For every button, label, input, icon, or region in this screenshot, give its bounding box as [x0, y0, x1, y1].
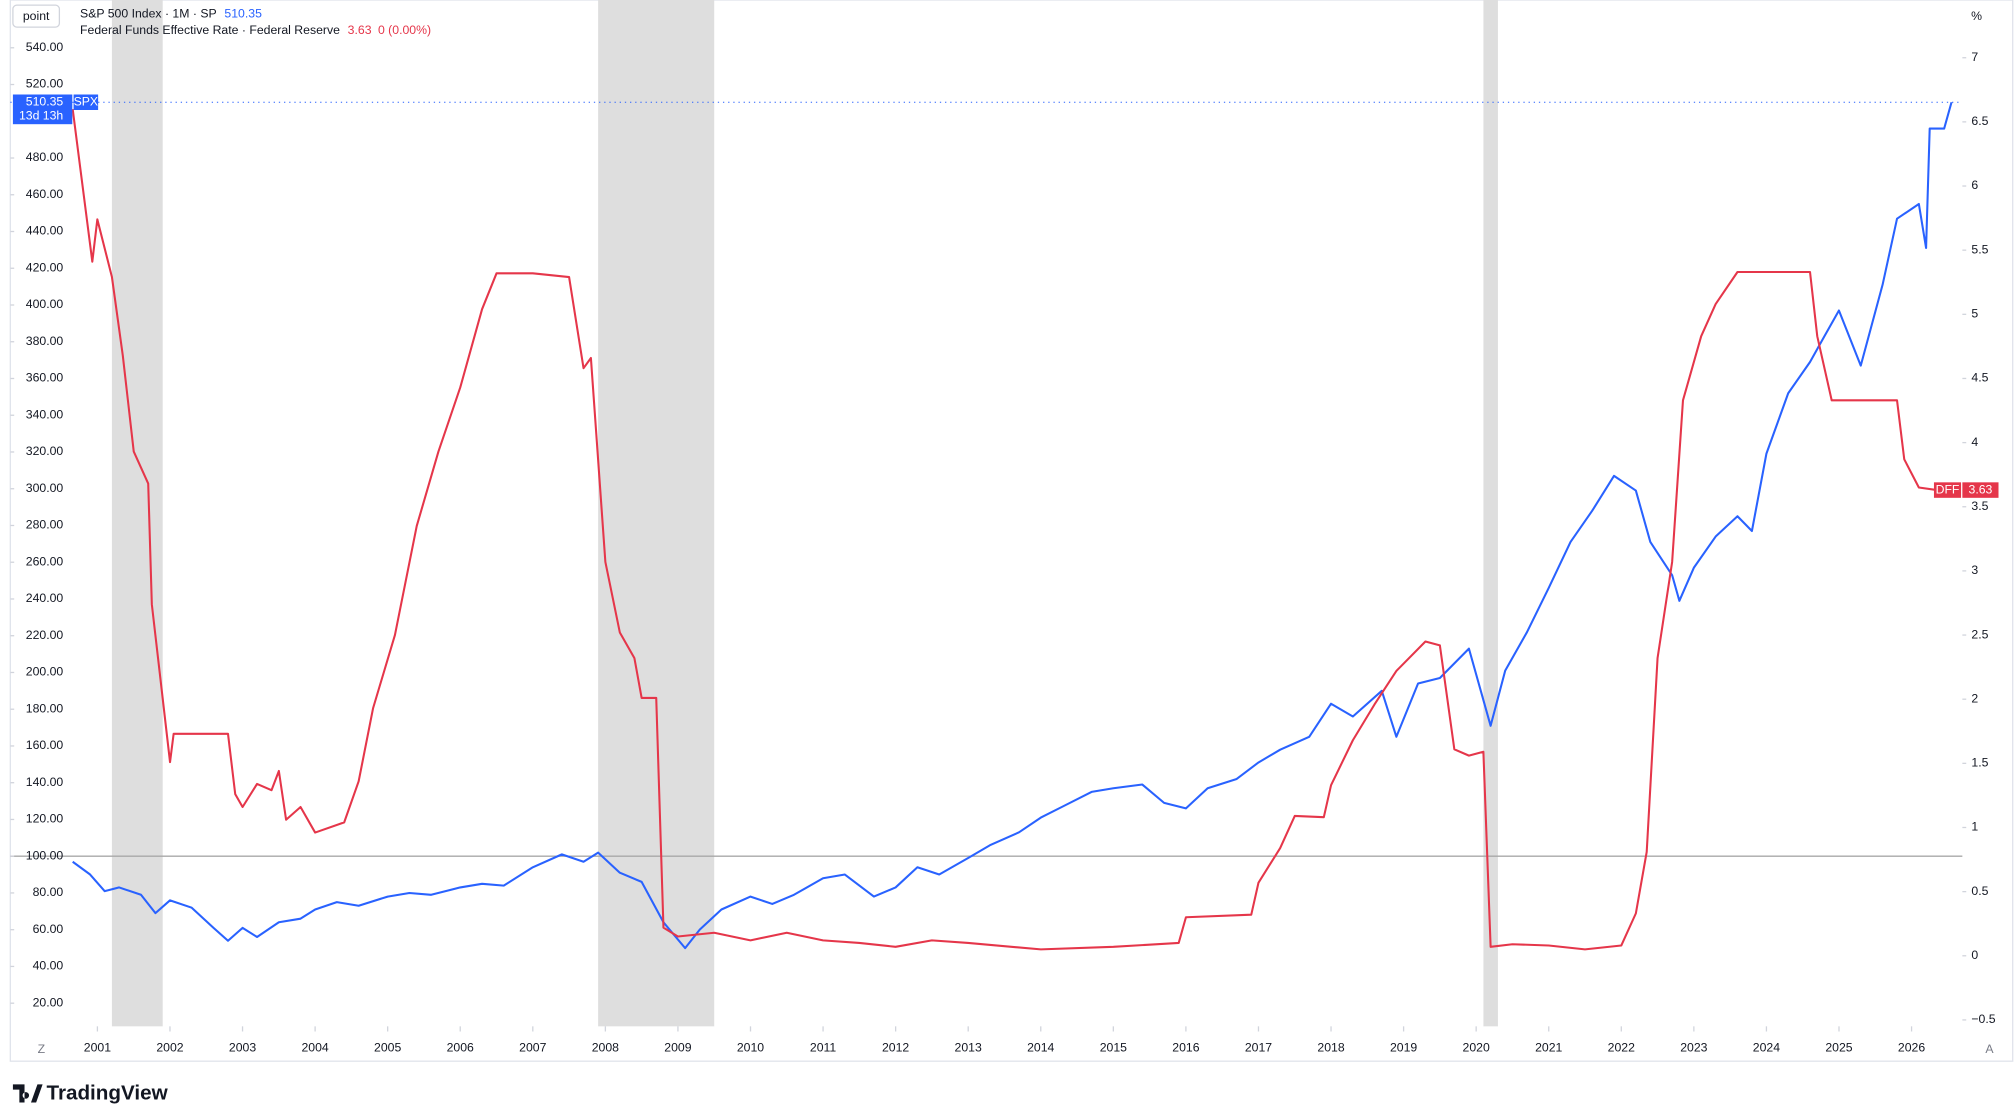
y2-tick-label: 6 — [1971, 178, 1978, 192]
y-tick-label: 340.00 — [26, 407, 64, 421]
legend-entry[interactable]: S&P 500 Index · 1M · SP — [80, 6, 217, 20]
y-tick-label: 540.00 — [26, 40, 64, 54]
shaded-range — [1483, 0, 1498, 1027]
y2-tick-label: 2.5 — [1971, 627, 1988, 641]
x-tick-label: 2011 — [810, 1041, 837, 1055]
unit-left: point — [23, 9, 50, 23]
y-tick-label: 280.00 — [26, 518, 64, 532]
y2-tick-label: 7 — [1971, 50, 1978, 64]
x-tick-label: 2010 — [737, 1041, 764, 1055]
x-tick-label: 2016 — [1172, 1041, 1199, 1055]
y2-tick-label: 1 — [1971, 820, 1978, 834]
x-tick-label: 2026 — [1898, 1041, 1925, 1055]
y2-tick-label: 2 — [1971, 691, 1978, 705]
zoom-button[interactable]: Z — [38, 1042, 46, 1056]
x-tick-label: 2006 — [447, 1041, 474, 1055]
x-tick-label: 2025 — [1825, 1041, 1852, 1055]
y-tick-label: 80.00 — [33, 885, 64, 899]
x-tick-label: 2017 — [1245, 1041, 1272, 1055]
series-line — [72, 101, 1953, 950]
y-tick-label: 120.00 — [26, 812, 64, 826]
y-tick-label: 160.00 — [26, 738, 64, 752]
x-tick-label: 2021 — [1535, 1041, 1562, 1055]
y-tick-label: 180.00 — [26, 701, 64, 715]
x-tick-label: 2023 — [1680, 1041, 1707, 1055]
y-tick-label: 440.00 — [26, 224, 64, 238]
x-tick-label: 2004 — [301, 1041, 328, 1055]
y2-tick-label: 0 — [1971, 948, 1978, 962]
y-tick-label: 100.00 — [26, 848, 64, 862]
y-tick-label: 200.00 — [26, 665, 64, 679]
legend: S&P 500 Index · 1M · SP 510.35 Federal F… — [80, 6, 431, 37]
series-tag-label: DFF — [1936, 482, 1960, 496]
y-tick-label: 480.00 — [26, 150, 64, 164]
y-tick-label: 460.00 — [26, 187, 64, 201]
y2-tick-label: 5 — [1971, 307, 1978, 321]
x-tick-label: 2019 — [1390, 1041, 1417, 1055]
price-tag-value: 510.35 — [26, 94, 64, 108]
y-tick-label: 520.00 — [26, 77, 64, 91]
legend-entry[interactable]: Federal Funds Effective Rate · Federal R… — [80, 23, 340, 37]
price-tag-value: 3.63 — [1969, 482, 1993, 496]
y2-tick-label: 3 — [1971, 563, 1978, 577]
y-tick-label: 360.00 — [26, 371, 64, 385]
y-tick-label: 320.00 — [26, 444, 64, 458]
y2-tick-label: 0.5 — [1971, 884, 1988, 898]
series-line — [71, 108, 1938, 951]
x-tick-label: 2020 — [1463, 1041, 1490, 1055]
x-tick-label: 2003 — [229, 1041, 256, 1055]
x-tick-label: 2018 — [1317, 1041, 1344, 1055]
y-tick-label: 260.00 — [26, 554, 64, 568]
y-tick-label: 40.00 — [33, 959, 64, 973]
legend-value: 510.35 — [224, 6, 262, 20]
y2-tick-label: 4 — [1971, 435, 1978, 449]
x-tick-label: 2007 — [519, 1041, 546, 1055]
x-tick-label: 2015 — [1100, 1041, 1127, 1055]
y-tick-label: 220.00 — [26, 628, 64, 642]
y2-tick-label: 4.5 — [1971, 371, 1988, 385]
series-tag-label: SPX — [74, 94, 99, 108]
x-tick-label: 2013 — [955, 1041, 982, 1055]
y-tick-label: 300.00 — [26, 481, 64, 495]
y-tick-label: 60.00 — [33, 922, 64, 936]
x-tick-label: 2024 — [1753, 1041, 1780, 1055]
unit-button[interactable] — [12, 4, 61, 28]
legend-change: 0 (0.00%) — [378, 23, 431, 37]
series-tag — [73, 94, 99, 110]
plot-area — [10, 0, 1963, 1027]
legend-value: 3.63 — [348, 23, 372, 37]
y2-tick-label: 6.5 — [1971, 114, 1988, 128]
y-tick-label: 240.00 — [26, 591, 64, 605]
price-tag — [12, 94, 73, 125]
y-tick-label: 420.00 — [26, 260, 64, 274]
unit-right: % — [1971, 9, 1982, 23]
shaded-range — [111, 0, 163, 1027]
y-tick-label: 140.00 — [26, 775, 64, 789]
y2-tick-label: −0.5 — [1971, 1012, 1995, 1026]
x-tick-label: 2022 — [1608, 1041, 1635, 1055]
chart-frame — [9, 0, 2014, 1062]
brand-name: TradingView — [46, 1082, 168, 1105]
y2-tick-label: 1.5 — [1971, 756, 1988, 770]
y2-tick-label: 5.5 — [1971, 242, 1988, 256]
y2-tick-label: 3.5 — [1971, 499, 1988, 513]
y-tick-label: 20.00 — [33, 995, 64, 1009]
price-tag-countdown: 13d 13h — [19, 109, 63, 123]
x-tick-label: 2005 — [374, 1041, 401, 1055]
auto-button[interactable]: A — [1985, 1042, 1994, 1056]
x-tick-label: 2002 — [156, 1041, 183, 1055]
shaded-range — [598, 0, 715, 1027]
series-tag — [1933, 482, 1962, 498]
x-tick-label: 2001 — [84, 1041, 111, 1055]
y-tick-label: 400.00 — [26, 297, 64, 311]
price-tag — [1962, 482, 1999, 498]
x-tick-label: 2012 — [882, 1041, 909, 1055]
x-tick-label: 2008 — [592, 1041, 619, 1055]
x-tick-label: 2014 — [1027, 1041, 1054, 1055]
x-tick-label: 2009 — [664, 1041, 691, 1055]
brand: TradingView — [12, 1082, 169, 1105]
brand-logo — [12, 1084, 43, 1103]
y-tick-label: 380.00 — [26, 334, 64, 348]
